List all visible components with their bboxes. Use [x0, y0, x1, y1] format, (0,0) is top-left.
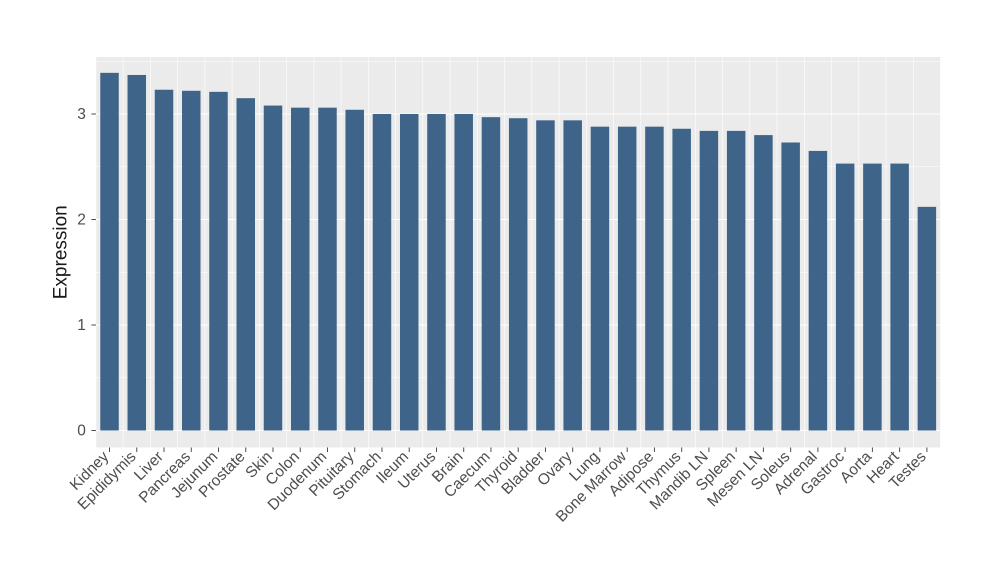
svg-text:2: 2 [77, 212, 86, 229]
svg-text:3: 3 [77, 106, 86, 123]
svg-text:0: 0 [77, 423, 86, 440]
svg-text:Expression: Expression [51, 205, 72, 299]
svg-text:1: 1 [77, 317, 86, 334]
